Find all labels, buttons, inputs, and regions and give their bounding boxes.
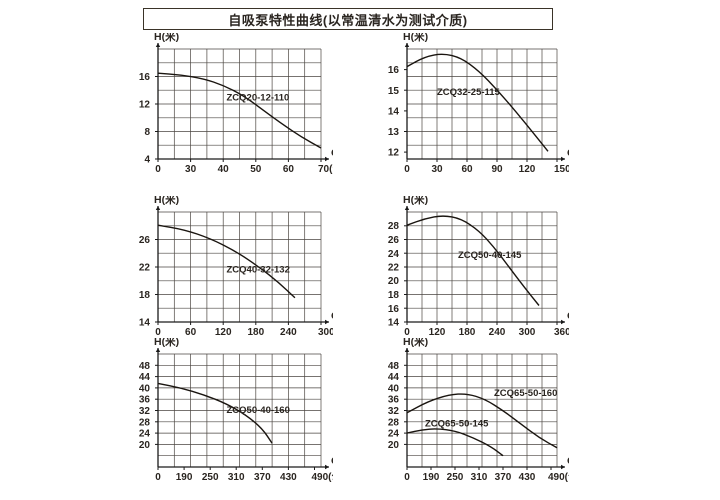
svg-text:44: 44	[388, 372, 400, 383]
svg-text:H(米): H(米)	[403, 338, 428, 348]
svg-text:120: 120	[519, 164, 536, 175]
svg-text:24: 24	[388, 249, 400, 260]
svg-text:180: 180	[459, 327, 476, 338]
svg-text:36: 36	[139, 395, 151, 406]
svg-text:430: 430	[280, 472, 297, 483]
svg-text:15: 15	[388, 86, 400, 97]
svg-text:360(公升/分): 360(公升/分)	[554, 325, 569, 338]
svg-text:Q: Q	[331, 310, 333, 322]
svg-text:310: 310	[228, 472, 245, 483]
svg-text:Q: Q	[567, 310, 569, 322]
svg-text:ZCQ40-32-132: ZCQ40-32-132	[227, 265, 290, 276]
svg-text:28: 28	[139, 417, 151, 428]
svg-text:0: 0	[155, 164, 161, 175]
svg-text:H(米): H(米)	[154, 196, 179, 206]
svg-text:ZCQ50-40-145: ZCQ50-40-145	[458, 250, 522, 261]
svg-text:90: 90	[491, 164, 503, 175]
svg-text:14: 14	[139, 318, 151, 329]
svg-text:28: 28	[388, 221, 400, 232]
svg-text:22: 22	[139, 263, 151, 274]
svg-text:190: 190	[176, 472, 193, 483]
svg-text:30: 30	[185, 164, 197, 175]
svg-text:H(米): H(米)	[154, 338, 179, 348]
svg-text:30: 30	[431, 164, 443, 175]
svg-text:250: 250	[447, 472, 464, 483]
svg-text:12: 12	[388, 148, 400, 159]
svg-text:13: 13	[388, 127, 400, 138]
svg-text:50: 50	[250, 164, 262, 175]
svg-text:ZCQ65-50-145: ZCQ65-50-145	[425, 418, 489, 429]
svg-text:14: 14	[388, 318, 400, 329]
svg-text:24: 24	[139, 429, 151, 440]
svg-text:490(公升/分): 490(公升/分)	[312, 470, 334, 483]
svg-text:44: 44	[139, 372, 151, 383]
svg-text:40: 40	[218, 164, 230, 175]
svg-text:120: 120	[429, 327, 446, 338]
svg-text:430: 430	[519, 472, 536, 483]
svg-text:150(公升/分): 150(公升/分)	[554, 162, 569, 175]
svg-text:H(米): H(米)	[154, 33, 179, 43]
svg-text:0: 0	[404, 327, 410, 338]
svg-text:H(米): H(米)	[403, 196, 428, 206]
svg-text:ZCQ32-25-115: ZCQ32-25-115	[437, 87, 501, 98]
svg-text:24: 24	[388, 429, 400, 440]
svg-text:4: 4	[144, 155, 150, 166]
svg-text:48: 48	[388, 361, 400, 372]
svg-text:18: 18	[139, 290, 151, 301]
svg-text:16: 16	[388, 65, 400, 76]
svg-text:20: 20	[139, 440, 151, 451]
svg-text:60: 60	[461, 164, 473, 175]
svg-text:Q: Q	[331, 455, 333, 467]
svg-text:8: 8	[144, 127, 150, 138]
svg-text:12: 12	[139, 100, 151, 111]
svg-text:310: 310	[471, 472, 488, 483]
svg-text:240: 240	[489, 327, 506, 338]
svg-text:16: 16	[388, 304, 400, 315]
svg-text:370: 370	[495, 472, 512, 483]
svg-text:26: 26	[139, 235, 151, 246]
svg-text:490(公升/分): 490(公升/分)	[548, 470, 569, 483]
svg-text:20: 20	[388, 440, 400, 451]
svg-text:ZCQ50-40-160: ZCQ50-40-160	[227, 405, 290, 416]
svg-text:18: 18	[388, 290, 400, 301]
svg-text:60: 60	[283, 164, 295, 175]
svg-text:370: 370	[254, 472, 271, 483]
svg-text:40: 40	[139, 383, 151, 394]
svg-text:48: 48	[139, 361, 151, 372]
svg-text:190: 190	[423, 472, 440, 483]
svg-text:16: 16	[139, 72, 151, 83]
svg-text:300: 300	[519, 327, 536, 338]
svg-text:0: 0	[155, 472, 161, 483]
svg-text:300(公升/分): 300(公升/分)	[318, 325, 333, 338]
svg-text:0: 0	[404, 472, 410, 483]
svg-text:40: 40	[388, 383, 400, 394]
svg-text:Q: Q	[331, 147, 333, 159]
svg-text:32: 32	[388, 406, 400, 417]
svg-text:ZCQ20-12-110: ZCQ20-12-110	[227, 93, 290, 104]
svg-text:0: 0	[404, 164, 410, 175]
svg-text:36: 36	[388, 395, 400, 406]
svg-text:28: 28	[388, 417, 400, 428]
svg-text:ZCQ65-50-160: ZCQ65-50-160	[494, 388, 557, 399]
svg-text:120: 120	[215, 327, 232, 338]
svg-text:70(公升/分): 70(公升/分)	[318, 162, 333, 175]
svg-text:180: 180	[247, 327, 264, 338]
svg-text:26: 26	[388, 235, 400, 246]
svg-text:H(米): H(米)	[403, 33, 428, 43]
svg-text:250: 250	[202, 472, 219, 483]
svg-text:60: 60	[185, 327, 197, 338]
svg-text:Q: Q	[567, 147, 569, 159]
svg-text:0: 0	[155, 327, 161, 338]
svg-text:22: 22	[388, 263, 400, 274]
svg-text:14: 14	[388, 106, 400, 117]
svg-text:20: 20	[388, 276, 400, 287]
svg-text:32: 32	[139, 406, 151, 417]
svg-text:240: 240	[280, 327, 297, 338]
svg-text:Q: Q	[567, 455, 569, 467]
